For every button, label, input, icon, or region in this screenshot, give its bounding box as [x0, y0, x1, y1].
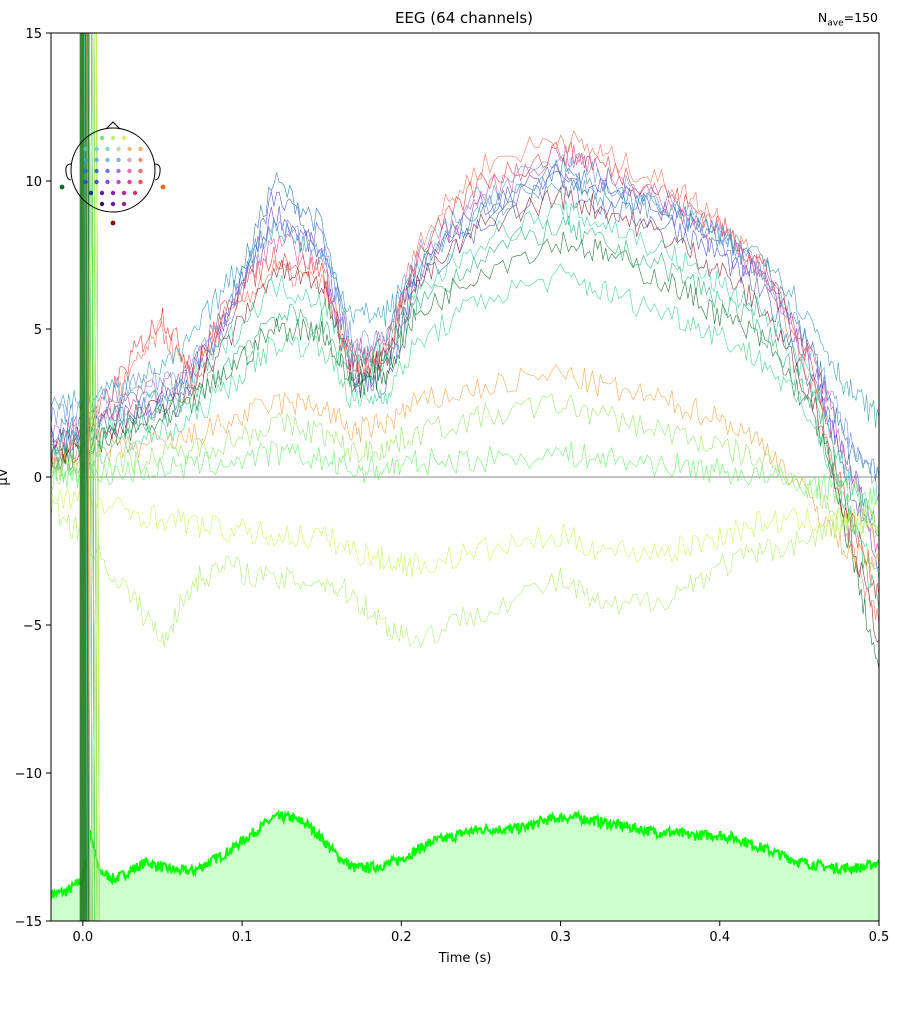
- gfp-area: [51, 812, 879, 921]
- sensor-dot: [138, 179, 143, 185]
- channel-trace: [51, 200, 879, 537]
- sensor-dot: [116, 146, 121, 152]
- channel-trace: [51, 156, 879, 482]
- x-tick-label: 0.2: [391, 930, 412, 945]
- series-layer: [51, 129, 879, 670]
- y-tick-label: 10: [25, 175, 42, 190]
- head-outline: [70, 127, 156, 213]
- channel-trace: [51, 163, 879, 570]
- sensor-dot: [121, 201, 127, 207]
- sensor-dot: [99, 135, 105, 141]
- y-tick-label: −5: [23, 619, 42, 634]
- x-tick-label: 0.3: [550, 930, 571, 945]
- nave-label: Nave=150: [818, 10, 878, 29]
- artifact-layer: [79, 33, 100, 921]
- sensor-dot: [116, 157, 121, 163]
- sensor-dot: [138, 146, 143, 152]
- x-tick-label: 0.0: [73, 930, 94, 945]
- sensor-dot: [110, 201, 116, 207]
- channel-trace: [51, 231, 879, 670]
- sensor-dot: [138, 157, 143, 163]
- sensor-dot: [94, 146, 99, 152]
- sensor-dot: [132, 190, 138, 196]
- y-tick-label: 0: [34, 471, 42, 486]
- nose-outline: [105, 121, 121, 130]
- channel-trace: [51, 170, 879, 537]
- artifact-trace: [88, 33, 93, 921]
- sensor-dot: [99, 190, 105, 196]
- x-tick-label: 0.5: [869, 930, 890, 945]
- sensor-dot: [83, 146, 88, 152]
- sensor-dot: [88, 190, 94, 196]
- sensor-dot: [138, 168, 143, 174]
- channel-trace: [51, 263, 879, 581]
- sensor-dot: [110, 190, 116, 196]
- sensor-dot: [83, 179, 88, 185]
- y-tick-label: 5: [34, 323, 42, 338]
- x-axis-ticks: 0.0 0.1 0.2 0.3 0.4 0.5: [73, 921, 890, 945]
- y-tick-label: −10: [15, 767, 42, 782]
- y-axis-label: µV: [0, 468, 11, 485]
- channel-trace: [51, 129, 879, 626]
- y-axis-ticks: −15 −10 −5 0 5 10 15: [15, 27, 51, 930]
- sensor-dot: [105, 179, 110, 185]
- channel-trace: [51, 176, 879, 428]
- channel-trace: [51, 498, 879, 649]
- sensor-dot: [59, 184, 65, 190]
- channel-trace: [51, 152, 879, 501]
- sensor-dot: [110, 220, 116, 226]
- sensor-dot: [121, 135, 127, 141]
- gfp-layer: [51, 809, 879, 921]
- nave-prefix: N: [817, 10, 828, 25]
- sensor-dot: [127, 146, 132, 152]
- x-tick-label: 0.1: [232, 930, 253, 945]
- sensor-dot: [116, 168, 121, 174]
- sensor-dot: [94, 179, 99, 185]
- sensor-dot: [83, 168, 88, 174]
- sensor-dot: [94, 168, 99, 174]
- stimulus-artifact: [79, 33, 90, 921]
- sensor-layout-inset: [59, 121, 166, 226]
- chart-title: EEG (64 channels): [394, 9, 534, 27]
- sensor-dot: [105, 168, 110, 174]
- nave-value: =150: [843, 10, 878, 25]
- right-ear-outline: [154, 163, 161, 181]
- channel-trace: [51, 363, 879, 573]
- left-ear-outline: [65, 163, 72, 181]
- channel-trace: [51, 488, 879, 578]
- sensor-dot: [99, 201, 105, 207]
- sensor-dot: [121, 190, 127, 196]
- channel-trace: [51, 441, 879, 510]
- sensor-dot: [127, 157, 132, 163]
- artifact-trace: [93, 33, 98, 921]
- sensor-dot: [110, 135, 116, 141]
- y-tick-label: 15: [25, 27, 42, 42]
- sensor-dot: [160, 184, 166, 190]
- sensor-dot: [105, 146, 110, 152]
- artifact-trace: [91, 33, 96, 921]
- sensor-dot: [83, 157, 88, 163]
- y-tick-label: −15: [15, 915, 42, 930]
- sensor-dot: [94, 157, 99, 163]
- channel-trace: [51, 393, 879, 540]
- gfp-line: [51, 809, 879, 900]
- nave-sub: ave: [827, 18, 844, 29]
- sensor-dot: [127, 179, 132, 185]
- channel-trace: [51, 144, 879, 553]
- sensor-dot: [105, 157, 110, 163]
- sensor-dot: [116, 179, 121, 185]
- sensor-dot: [127, 168, 132, 174]
- channel-trace: [51, 186, 879, 644]
- x-tick-label: 0.4: [709, 930, 730, 945]
- x-axis-label: Time (s): [438, 951, 492, 966]
